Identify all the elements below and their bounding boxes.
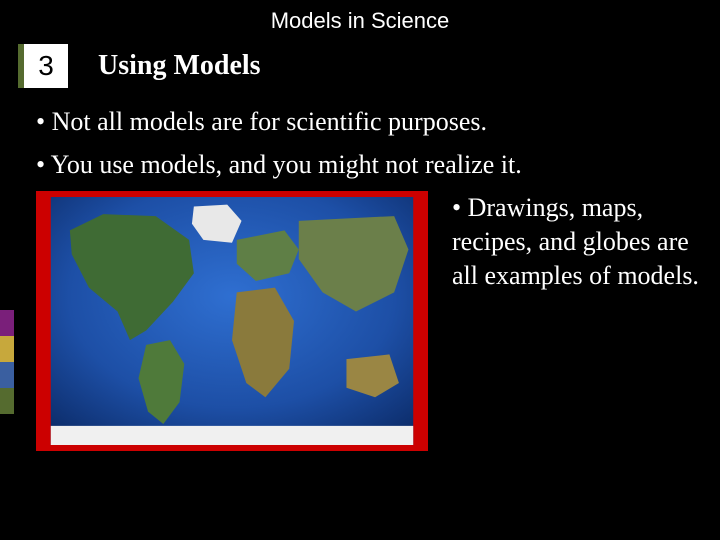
content-row: Drawings, maps, recipes, and globes are … [0,191,720,451]
bullet-1: Not all models are for scientific purpos… [36,106,700,139]
top-bullets: Not all models are for scientific purpos… [0,106,720,181]
section-row: 3 Using Models [0,44,720,88]
world-map-frame [36,191,428,451]
side-bullet-1: Drawings, maps, recipes, and globes are … [452,191,700,292]
accent-bar-2 [0,336,14,362]
land-antarctica [51,426,413,445]
slide-title: Models in Science [271,8,450,33]
accent-bar-4 [0,388,14,414]
section-subtitle: Using Models [98,50,261,82]
slide-header: Models in Science [0,0,720,34]
section-number: 3 [18,44,68,88]
accent-bars [0,310,14,414]
side-bullets: Drawings, maps, recipes, and globes are … [428,191,700,451]
accent-bar-1 [0,310,14,336]
world-map [42,197,422,445]
accent-bar-3 [0,362,14,388]
bullet-2: You use models, and you might not realiz… [36,149,700,182]
